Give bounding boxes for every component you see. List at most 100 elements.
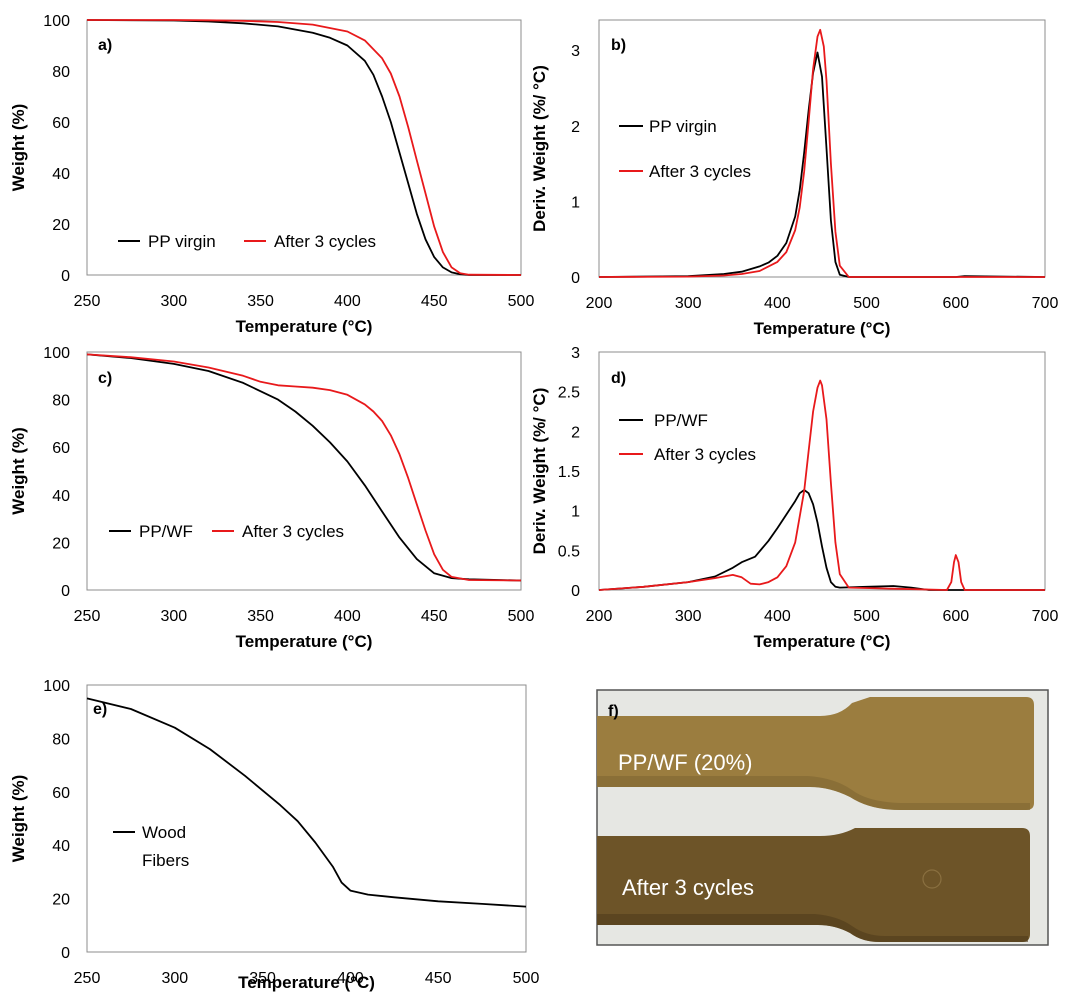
y-tick-label: 0.5 bbox=[558, 543, 580, 560]
x-tick-label: 400 bbox=[337, 970, 364, 987]
x-tick-label: 400 bbox=[334, 608, 361, 625]
series-line bbox=[86, 697, 527, 908]
x-tick-label: 350 bbox=[247, 293, 274, 310]
legend-label: After 3 cycles bbox=[649, 162, 751, 181]
x-tick-label: 200 bbox=[586, 295, 613, 312]
y-tick-label: 80 bbox=[52, 731, 70, 748]
photo-panel-f: f) PP/WF (20%) After 3 cycles bbox=[596, 689, 1049, 946]
chart-panel-b: 0 1 2 3 200 300 400 500 600 700 Temperature (°C) De… bbox=[530, 19, 1059, 338]
x-tick-label: 500 bbox=[853, 608, 880, 625]
y-tick-label: 0 bbox=[61, 945, 70, 962]
x-tick-label: 400 bbox=[764, 608, 791, 625]
y-tick-label: 2 bbox=[571, 119, 580, 136]
specimen-label-bottom: After 3 cycles bbox=[622, 875, 754, 900]
x-tick-label: 500 bbox=[508, 608, 535, 625]
plot-frame bbox=[86, 684, 527, 953]
y-tick-label: 20 bbox=[52, 217, 70, 234]
y-axis-title: Weight (%) bbox=[9, 775, 28, 863]
x-tick-label: 300 bbox=[160, 293, 187, 310]
series-line bbox=[598, 28, 1045, 278]
x-tick-label: 700 bbox=[1032, 608, 1059, 625]
legend-label: PP/WF bbox=[139, 522, 193, 541]
legend-label: Wood bbox=[142, 823, 186, 842]
y-tick-label: 100 bbox=[43, 345, 70, 362]
y-tick-label: 60 bbox=[52, 440, 70, 457]
y-tick-label: 60 bbox=[52, 785, 70, 802]
chart-panel-d: 0 0.5 1 1.5 2 2.5 3 200 300 400 500 600 700 Temperatu… bbox=[530, 345, 1058, 651]
legend: PP virgin After 3 cycles bbox=[118, 232, 376, 251]
chart-panel-a: 0 20 40 60 80 100 250 300 350 400 450 500 Temperatur… bbox=[9, 13, 534, 336]
y-tick-label: 20 bbox=[52, 535, 70, 552]
y-tick-label: 3 bbox=[571, 345, 580, 362]
x-tick-label: 250 bbox=[74, 608, 101, 625]
specimen-bottom-shade bbox=[597, 914, 1028, 942]
x-tick-label: 500 bbox=[513, 970, 540, 987]
x-tick-label: 450 bbox=[421, 608, 448, 625]
y-tick-label: 100 bbox=[43, 678, 70, 695]
y-tick-label: 60 bbox=[52, 115, 70, 132]
specimen-top-shade bbox=[597, 776, 1030, 810]
specimen-label-top: PP/WF (20%) bbox=[618, 750, 752, 775]
x-tick-label: 350 bbox=[249, 970, 276, 987]
x-tick-label: 600 bbox=[942, 608, 969, 625]
legend: PP virgin After 3 cycles bbox=[619, 117, 751, 181]
y-tick-label: 80 bbox=[52, 393, 70, 410]
legend-label: PP virgin bbox=[649, 117, 717, 136]
x-axis-title: Temperature (°C) bbox=[754, 319, 891, 338]
panel-label: d) bbox=[611, 370, 626, 387]
plot-frame bbox=[86, 351, 522, 591]
series-line bbox=[86, 19, 521, 276]
series-line bbox=[86, 353, 522, 582]
y-tick-label: 40 bbox=[52, 166, 70, 183]
y-axis-title: Deriv. Weight (%/ °C) bbox=[530, 65, 549, 232]
y-axis-title: Deriv. Weight (%/ °C) bbox=[530, 388, 549, 555]
specimen-bottom bbox=[597, 828, 1030, 942]
y-tick-label: 80 bbox=[52, 64, 70, 81]
y-tick-label: 20 bbox=[52, 892, 70, 909]
y-tick-label: 3 bbox=[571, 43, 580, 60]
plot-frame bbox=[598, 19, 1046, 278]
series-line bbox=[598, 51, 1046, 278]
y-tick-label: 2 bbox=[571, 424, 580, 441]
y-tick-label: 1 bbox=[571, 504, 580, 521]
chart-panel-c: 0 20 40 60 80 100 250 300 350 400 450 500 Temperatur… bbox=[9, 345, 534, 651]
legend: PP/WF After 3 cycles bbox=[109, 522, 344, 541]
legend-label: After 3 cycles bbox=[242, 522, 344, 541]
x-tick-label: 300 bbox=[675, 608, 702, 625]
x-tick-label: 700 bbox=[1032, 295, 1059, 312]
legend-label: PP virgin bbox=[148, 232, 216, 251]
legend-label: After 3 cycles bbox=[274, 232, 376, 251]
panel-label: b) bbox=[611, 37, 626, 54]
x-tick-label: 300 bbox=[160, 608, 187, 625]
x-axis-title: Temperature (°C) bbox=[754, 632, 891, 651]
y-axis-title: Weight (%) bbox=[9, 104, 28, 192]
x-tick-label: 250 bbox=[74, 970, 101, 987]
plot-frame bbox=[86, 19, 522, 276]
y-tick-label: 0 bbox=[61, 268, 70, 285]
legend: PP/WF After 3 cycles bbox=[619, 411, 756, 464]
panel-label-f: f) bbox=[608, 703, 619, 720]
series-line bbox=[598, 489, 1045, 591]
x-tick-label: 450 bbox=[425, 970, 452, 987]
legend-label: After 3 cycles bbox=[654, 445, 756, 464]
specimen-mark bbox=[922, 869, 942, 889]
x-tick-label: 400 bbox=[764, 295, 791, 312]
series-line bbox=[87, 19, 522, 276]
x-axis-title: Temperature (°C) bbox=[236, 317, 373, 336]
x-tick-label: 300 bbox=[161, 970, 188, 987]
panel-label: a) bbox=[98, 37, 112, 54]
x-tick-label: 350 bbox=[247, 608, 274, 625]
y-tick-label: 2.5 bbox=[558, 385, 580, 402]
panel-label: e) bbox=[93, 701, 107, 718]
x-tick-label: 600 bbox=[942, 295, 969, 312]
x-tick-label: 300 bbox=[675, 295, 702, 312]
plot-frame bbox=[598, 351, 1046, 591]
x-axis-title: Temperature (°C) bbox=[238, 973, 375, 992]
legend-label: Fibers bbox=[142, 851, 189, 870]
panel-label: c) bbox=[98, 370, 112, 387]
y-tick-label: 0 bbox=[571, 270, 580, 287]
y-tick-label: 1 bbox=[571, 194, 580, 211]
legend: Wood Fibers bbox=[113, 823, 189, 870]
x-tick-label: 450 bbox=[421, 293, 448, 310]
